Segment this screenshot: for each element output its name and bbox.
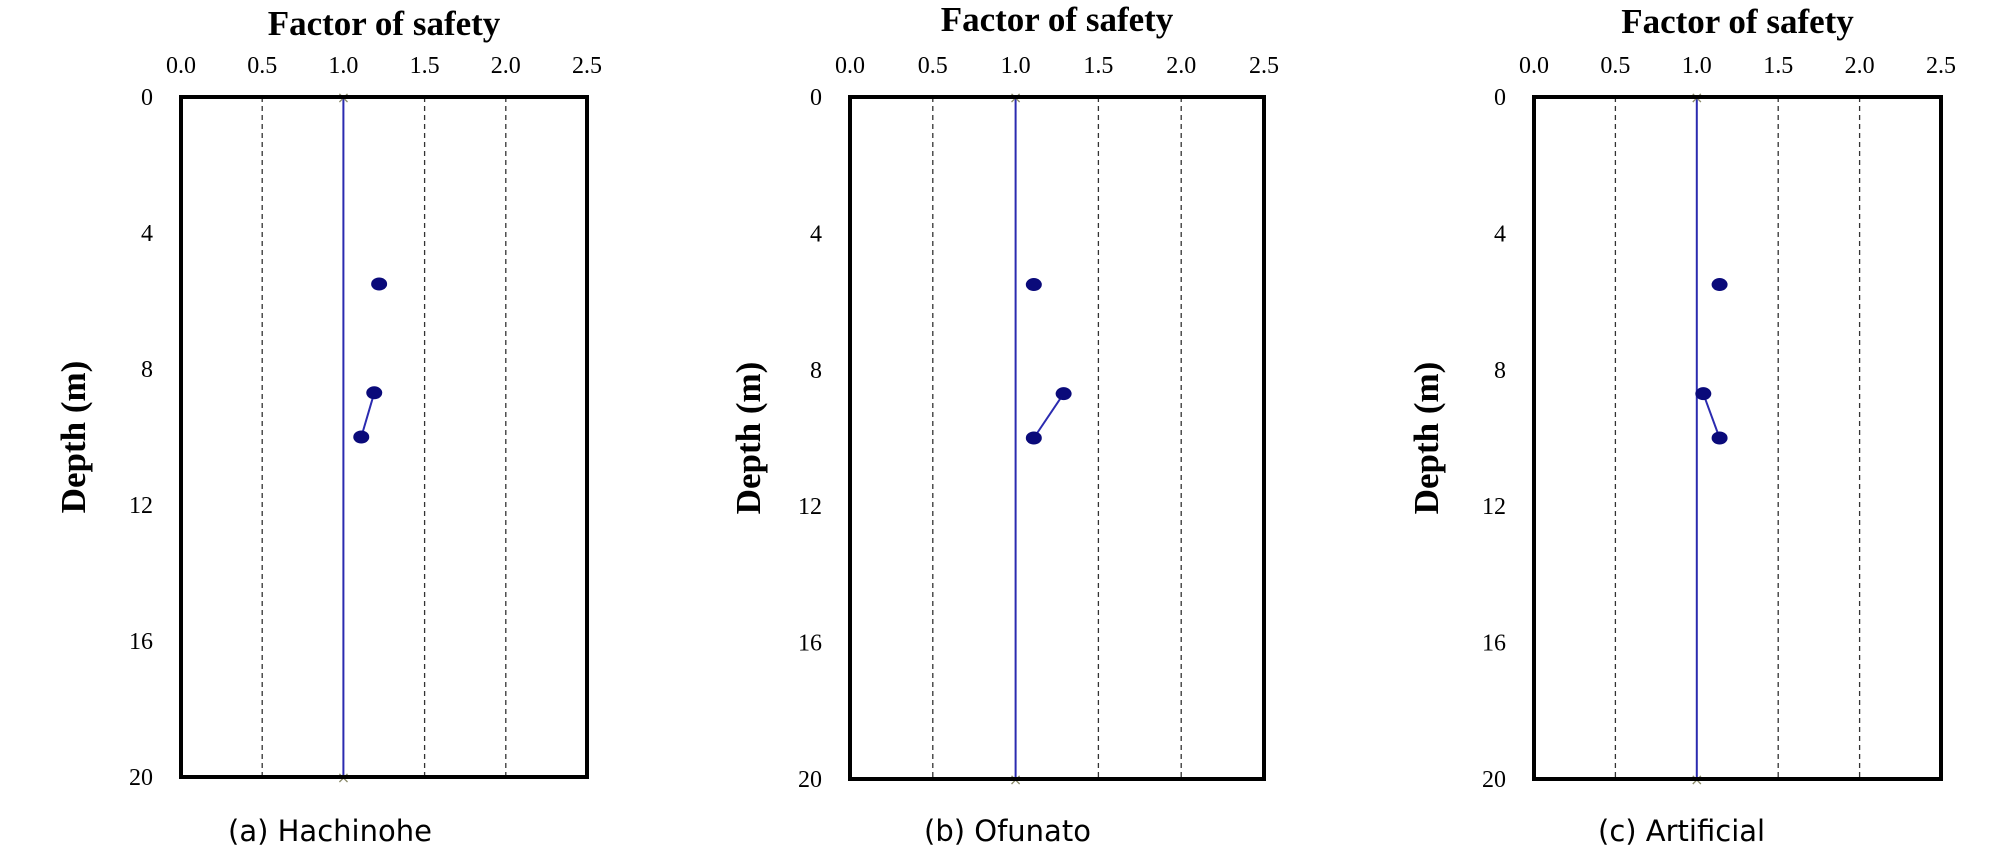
x-tick-label: 1.0: [1682, 53, 1712, 79]
x-tick-label: 1.0: [328, 53, 358, 79]
chart-title: Factor of safety: [1621, 2, 1854, 41]
x-tick-label: 1.5: [1763, 53, 1793, 79]
data-point: [1055, 387, 1072, 401]
data-point: [1711, 278, 1728, 292]
y-tick-label: 20: [129, 765, 153, 791]
x-tick-label: 1.5: [410, 53, 440, 79]
y-tick-label: 12: [798, 494, 822, 520]
x-tick-label: 1.0: [1001, 53, 1031, 79]
series-connector: [1032, 393, 1065, 439]
data-point: [366, 386, 383, 400]
y-axis-label: Depth (m): [729, 362, 768, 515]
chart-title: Factor of safety: [268, 4, 501, 43]
y-tick-label: 20: [798, 767, 822, 793]
y-axis-label: Depth (m): [54, 361, 93, 514]
x-tick-label: 2.5: [1249, 53, 1279, 79]
y-tick-label: 8: [141, 357, 153, 383]
panel-caption: (c) Artificial: [1598, 814, 1765, 848]
x-tick-label: 2.5: [572, 53, 602, 79]
y-tick-label: 20: [1482, 767, 1506, 793]
y-tick-label: 8: [1494, 358, 1506, 384]
x-tick-label: 0.5: [918, 53, 948, 79]
y-tick-label: 0: [810, 85, 822, 111]
data-point: [353, 430, 370, 444]
data-point: [1695, 387, 1712, 401]
series-connector: [360, 392, 376, 438]
y-tick-label: 4: [1494, 221, 1506, 247]
y-tick-label: 12: [1482, 494, 1506, 520]
panel-caption: (a) Hachinohe: [228, 814, 432, 848]
data-point: [1711, 431, 1728, 445]
y-tick-label: 12: [129, 493, 153, 519]
plot-frame: [848, 95, 1266, 781]
y-tick-label: 16: [798, 631, 822, 657]
y-tick-label: 0: [1494, 85, 1506, 111]
series-connector: [1702, 393, 1721, 439]
plot-frame: [179, 95, 589, 779]
y-axis-label: Depth (m): [1407, 362, 1446, 515]
x-tick-label: 0.5: [247, 53, 277, 79]
y-tick-label: 4: [141, 221, 153, 247]
plot-frame: [1532, 95, 1943, 781]
data-point: [1025, 278, 1042, 292]
y-tick-label: 16: [129, 629, 153, 655]
data-point: [371, 277, 388, 291]
x-tick-label: 0.0: [1519, 53, 1549, 79]
x-tick-label: 2.0: [1166, 53, 1196, 79]
x-tick-label: 2.0: [491, 53, 521, 79]
x-tick-label: 1.5: [1083, 53, 1113, 79]
y-tick-label: 0: [141, 85, 153, 111]
x-tick-label: 2.5: [1926, 53, 1956, 79]
x-tick-label: 2.0: [1845, 53, 1875, 79]
x-tick-label: 0.0: [166, 53, 196, 79]
x-tick-label: 0.0: [835, 53, 865, 79]
y-tick-label: 4: [810, 221, 822, 247]
panel-caption: (b) Ofunato: [924, 814, 1091, 848]
y-tick-label: 8: [810, 358, 822, 384]
y-tick-label: 16: [1482, 631, 1506, 657]
chart-title: Factor of safety: [941, 0, 1174, 39]
data-point: [1025, 431, 1042, 445]
x-tick-label: 0.5: [1600, 53, 1630, 79]
